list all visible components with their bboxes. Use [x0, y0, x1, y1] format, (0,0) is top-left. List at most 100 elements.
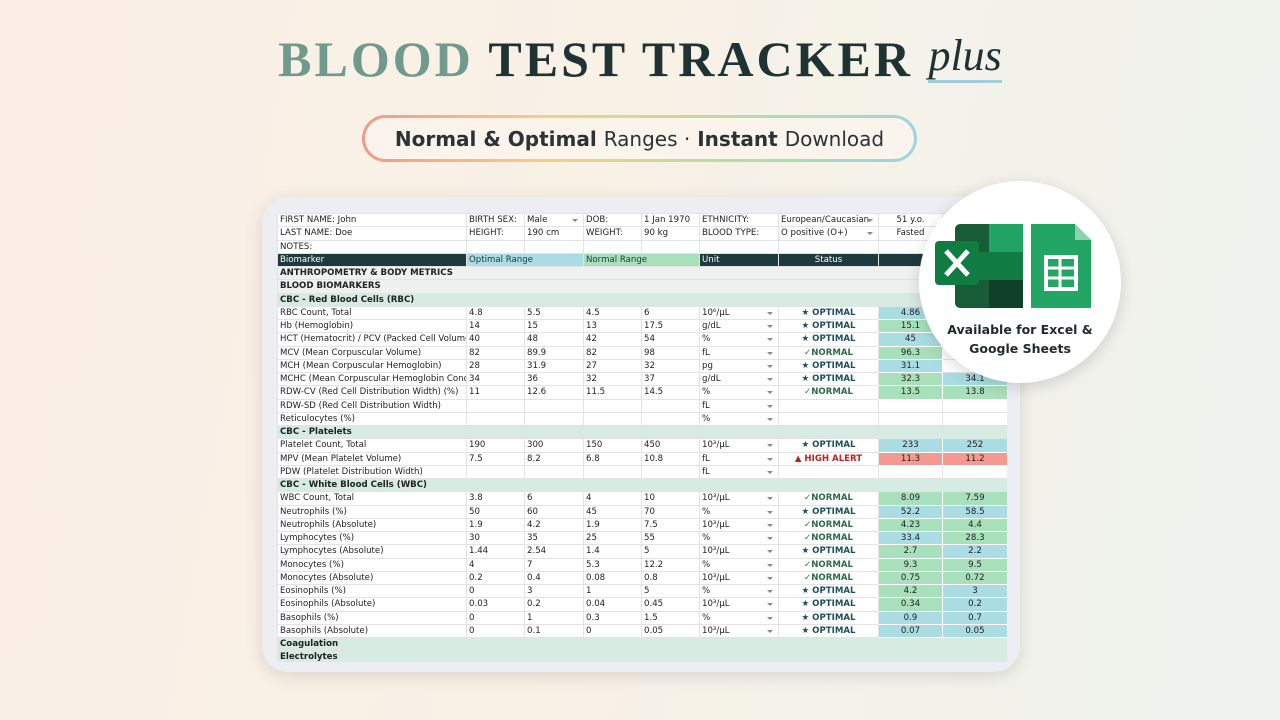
title: BLOOD TEST TRACKER plus	[0, 30, 1280, 88]
optimal-low: 1.9	[466, 517, 525, 533]
optimal-low: 11	[466, 385, 525, 400]
optimal-low: 0	[466, 610, 525, 625]
unit: fL	[699, 398, 779, 413]
unit: 10³/µL	[699, 438, 779, 453]
unit: 10³/µL	[699, 597, 779, 612]
optimal-high: 300	[524, 438, 584, 453]
unit: 10³/µL	[699, 517, 779, 533]
normal-high: 14.5	[641, 385, 700, 400]
info-cell: ETHNICITY:	[699, 213, 779, 228]
result: 4.4	[942, 517, 1007, 533]
info-cell	[641, 239, 700, 254]
spreadsheet: FIRST NAME: John BIRTH SEX: Male DOB: 1 Jan …	[277, 213, 1007, 662]
table-row: Lymphocytes (%) 30 35 25 55% ✓NORMAL 33.4 28.3	[277, 530, 1007, 546]
section-label: BLOOD BIOMARKERS	[277, 279, 1007, 294]
table-row: HCT (Hematocrit) / PCV (Packed Cell Volu…	[277, 332, 1007, 347]
table-row: RBC Count, Total 4.8 5.5 4.5 6 10⁶/µL ★ OPTIMA…	[277, 305, 1007, 321]
result: 9.3	[878, 557, 943, 572]
info-label: NOTES:	[280, 241, 313, 252]
info-cell: NOTES:	[277, 239, 467, 254]
result: 2.2	[942, 544, 1007, 559]
result: 13.8	[942, 385, 1007, 400]
status: ✓NORMAL	[778, 557, 879, 572]
normal-high: 54	[641, 332, 700, 347]
pill-bold: Normal & Optimal	[394, 126, 597, 151]
optimal-high: 12.6	[524, 385, 584, 400]
normal-low: 0.08	[583, 570, 642, 586]
optimal-low: 4.8	[466, 305, 525, 321]
normal-high: 10	[641, 491, 700, 506]
status: ✓NORMAL	[778, 385, 879, 400]
result: 252	[942, 438, 1007, 453]
unit: %	[699, 530, 779, 546]
unit: %	[699, 504, 779, 519]
unit: fL	[699, 451, 779, 466]
biomarker: Monocytes (%)	[277, 557, 467, 572]
status	[778, 464, 879, 480]
result: 0.05	[942, 623, 1007, 639]
optimal-high: 0.4	[524, 570, 584, 586]
biomarker: Platelet Count, Total	[277, 438, 467, 453]
status: ✓NORMAL	[778, 517, 879, 533]
optimal-low: 0.2	[466, 570, 525, 586]
optimal-low: 0	[466, 583, 525, 599]
column-header: Optimal Range	[466, 252, 584, 268]
table-row: Lymphocytes (Absolute) 1.44 2.54 1.4 5 10³/µL…	[277, 544, 1007, 559]
normal-high: 12.2	[641, 557, 700, 572]
biomarker: MPV (Mean Platelet Volume)	[277, 451, 467, 466]
table-row: MCH (Mean Corpuscular Hemoglobin) 28 31.9 2…	[277, 358, 1007, 374]
unit: fL	[699, 345, 779, 360]
unit: %	[699, 411, 779, 427]
optimal-high: 15	[524, 318, 584, 334]
result: 4.2	[878, 583, 943, 599]
result: 0.7	[942, 610, 1007, 625]
normal-high: 0.05	[641, 623, 700, 639]
status: ★ OPTIMAL	[778, 305, 879, 321]
normal-low	[583, 464, 642, 480]
biomarker: MCH (Mean Corpuscular Hemoglobin)	[277, 358, 467, 374]
column-header: Status	[778, 252, 879, 268]
unit: 10³/µL	[699, 570, 779, 586]
info-cell: DOB:	[583, 213, 642, 228]
unit: fL	[699, 464, 779, 480]
info-cell	[778, 239, 879, 254]
optimal-low: 14	[466, 318, 525, 334]
table-row: Eosinophils (Absolute) 0.03 0.2 0.04 0.45 10³…	[277, 597, 1007, 612]
info-cell: FIRST NAME: John	[277, 213, 467, 228]
biomarker: Neutrophils (Absolute)	[277, 517, 467, 533]
normal-high	[641, 464, 700, 480]
status	[778, 398, 879, 413]
unit: 10⁶/µL	[699, 305, 779, 321]
result: 11.2	[942, 451, 1007, 466]
table-row: MPV (Mean Platelet Volume) 7.5 8.2 6.8 10.8 f…	[277, 451, 1007, 466]
normal-high: 32	[641, 358, 700, 374]
biomarker: Monocytes (Absolute)	[277, 570, 467, 586]
status: ★ OPTIMAL	[778, 371, 879, 387]
optimal-low	[466, 398, 525, 413]
header-row: Biomarker Optimal Range Normal Range Unit St…	[277, 252, 1007, 268]
optimal-high: 3	[524, 583, 584, 599]
status: ★ OPTIMAL	[778, 597, 879, 612]
normal-low: 4.5	[583, 305, 642, 321]
unit: 10³/µL	[699, 623, 779, 639]
biomarker: WBC Count, Total	[277, 491, 467, 506]
column-header: Unit	[699, 252, 779, 268]
table-row: CBC - Platelets	[277, 424, 1007, 440]
info-cell: WEIGHT:	[583, 226, 642, 241]
normal-high: 10.8	[641, 451, 700, 466]
optimal-low: 4	[466, 557, 525, 572]
optimal-high	[524, 398, 584, 413]
status	[778, 411, 879, 427]
normal-high: 0.8	[641, 570, 700, 586]
group-label: Electrolytes	[277, 650, 1007, 662]
info-text: O positive (O+)	[781, 228, 848, 239]
table-row: Reticulocytes (%)%	[277, 411, 1007, 427]
biomarker: PDW (Platelet Distribution Width)	[277, 464, 467, 480]
title-light: BLOOD	[278, 31, 474, 87]
info-label: LAST NAME:	[280, 228, 333, 239]
normal-low: 1	[583, 583, 642, 599]
optimal-high: 48	[524, 332, 584, 347]
normal-high: 6	[641, 305, 700, 321]
unit: %	[699, 385, 779, 400]
